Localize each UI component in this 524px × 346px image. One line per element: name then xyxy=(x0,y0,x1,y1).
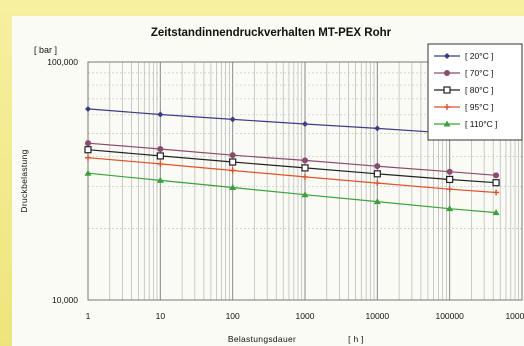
data-point xyxy=(84,146,92,154)
x-tick-label: 10 xyxy=(156,311,166,321)
data-point xyxy=(446,186,453,193)
data-point xyxy=(492,179,500,187)
legend-item: [ 20°C ] xyxy=(434,51,493,61)
x-tick-label: 100 xyxy=(226,311,240,321)
legend-label: [ 80°C ] xyxy=(465,85,493,95)
data-point xyxy=(229,158,237,166)
data-point xyxy=(373,198,381,205)
data-point xyxy=(444,104,450,110)
legend-label: [ 110°C ] xyxy=(465,119,498,129)
data-point xyxy=(301,164,309,172)
data-point xyxy=(446,205,454,212)
data-point xyxy=(229,152,236,159)
data-point xyxy=(444,53,450,59)
data-point xyxy=(492,209,500,216)
data-point xyxy=(84,169,92,176)
data-point xyxy=(229,167,236,174)
data-point xyxy=(85,105,91,112)
x-tick-label: 1000000 xyxy=(505,311,524,321)
data-point xyxy=(444,70,450,76)
data-point xyxy=(302,120,308,127)
y-axis-label: Druckbelastung xyxy=(19,149,29,212)
legend-item: [ 110°C ] xyxy=(434,119,498,129)
data-point xyxy=(157,111,164,118)
tick-labels: 1 10 100 1000 10000 100000 1000000 10,000 100,00… xyxy=(47,57,524,321)
legend-item: [ 95°C ] xyxy=(434,102,493,112)
data-point xyxy=(374,125,381,132)
data-point xyxy=(301,191,309,198)
data-point xyxy=(85,140,91,147)
legend-label: [ 70°C ] xyxy=(465,68,493,78)
data-point xyxy=(443,86,451,94)
y-unit-label: [ bar ] xyxy=(34,45,57,55)
y-tick-label: 100,000 xyxy=(47,57,78,67)
data-point xyxy=(493,189,500,196)
data-point xyxy=(374,163,381,170)
series-4 xyxy=(85,154,500,196)
data-point xyxy=(85,154,91,161)
series-2 xyxy=(85,140,500,179)
x-tick-label: 100000 xyxy=(435,311,464,321)
chart-title: Zeitstandinnendruckverhalten MT-PEX Rohr xyxy=(151,27,392,39)
legend-label: [ 20°C ] xyxy=(465,51,493,61)
data-point xyxy=(157,160,164,167)
x-tick-label: 1 xyxy=(86,311,91,321)
data-point xyxy=(156,152,164,160)
legend: [ 20°C ] [ 70°C ] [ 80°C ] [ 95°C ] [ 110°C … xyxy=(427,43,523,141)
data-point xyxy=(374,180,381,187)
x-axis-label: Belastungsdauer xyxy=(228,334,296,344)
data-point xyxy=(229,116,236,123)
data-point xyxy=(446,168,453,175)
legend-label: [ 95°C ] xyxy=(465,102,493,112)
series-5 xyxy=(84,169,500,216)
data-point xyxy=(229,183,237,190)
series-3 xyxy=(84,146,500,187)
data-point xyxy=(446,175,454,184)
data-point xyxy=(493,172,500,179)
x-tick-label: 1000 xyxy=(296,311,315,321)
x-tick-label: 10000 xyxy=(366,311,390,321)
data-point xyxy=(156,176,164,183)
y-tick-label: 10,000 xyxy=(52,295,78,305)
data-point xyxy=(302,157,308,164)
plot-frame xyxy=(87,61,523,301)
legend-item: [ 80°C ] xyxy=(434,85,493,95)
data-point xyxy=(443,120,451,127)
x-unit-label: [ h ] xyxy=(348,334,364,344)
legend-item: [ 70°C ] xyxy=(434,68,493,78)
data-point xyxy=(157,145,164,152)
data-point xyxy=(302,173,308,180)
data-point xyxy=(373,170,381,178)
series-layer xyxy=(84,105,500,216)
